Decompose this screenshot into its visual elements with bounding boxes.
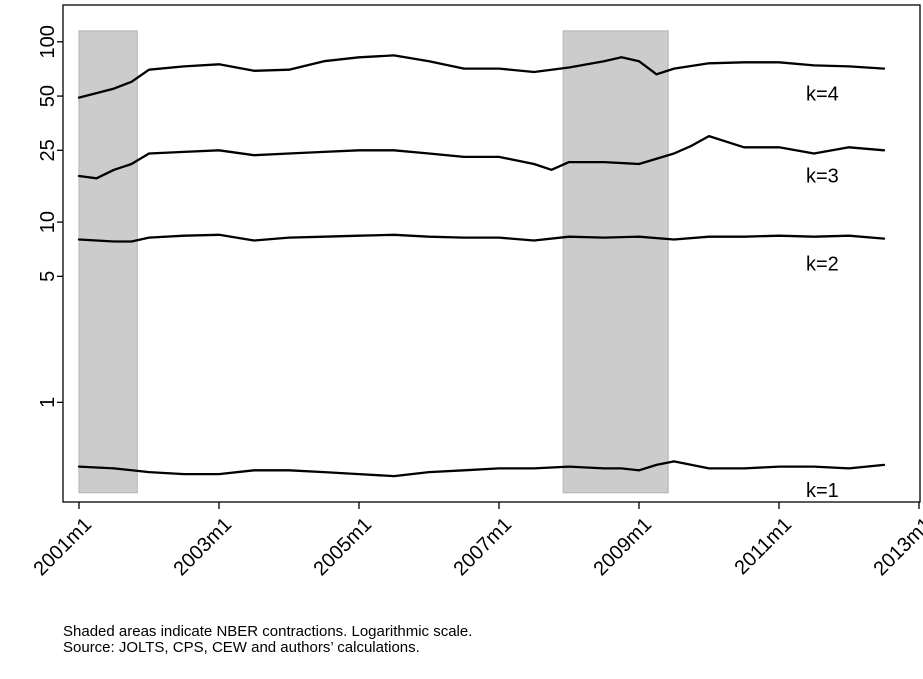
y-tick-label: 50 (37, 85, 59, 107)
series-lines (77, 54, 886, 478)
chart-source: Source: JOLTS, CPS, CEW and authors’ cal… (63, 639, 420, 656)
series-label: k=1 (806, 480, 839, 502)
series-line (77, 233, 886, 243)
y-tick-label: 100 (37, 25, 59, 58)
series-label: k=4 (806, 84, 839, 106)
plot-frame (62, 4, 921, 503)
x-tick-label: 2009m1 (589, 514, 656, 581)
recession-band (562, 30, 669, 494)
recession-shading (78, 30, 669, 494)
series-line (77, 54, 886, 99)
chart-canvas: 1 5 10 25 50 100 2001m1 2003m1 2005m1 2007m1 2009… (29, 4, 923, 580)
chart-note: Shaded areas indicate NBER contractions.… (63, 623, 473, 640)
series-label: k=2 (806, 254, 839, 276)
x-tick-label: 2003m1 (169, 514, 236, 581)
recession-band (78, 30, 138, 494)
x-axis: 2001m1 2003m1 2005m1 2007m1 2009m1 2011m1 2013… (29, 502, 923, 580)
y-tick-label: 10 (37, 211, 59, 233)
y-axis: 1 5 10 25 50 100 (37, 25, 63, 408)
x-tick-label: 2011m1 (731, 514, 797, 580)
series-label: k=3 (806, 165, 839, 187)
series-line (77, 460, 886, 478)
x-tick-label: 2013m1 (869, 514, 923, 581)
x-tick-label: 2005m1 (309, 514, 376, 581)
series-labels: k=4 k=3 k=2 k=1 (806, 84, 839, 502)
y-tick-label: 5 (37, 271, 59, 282)
y-tick-label: 1 (37, 397, 59, 408)
x-tick-label: 2007m1 (449, 514, 516, 581)
series-line (77, 134, 886, 180)
y-tick-label: 25 (37, 139, 59, 161)
x-tick-label: 2001m1 (29, 514, 96, 581)
